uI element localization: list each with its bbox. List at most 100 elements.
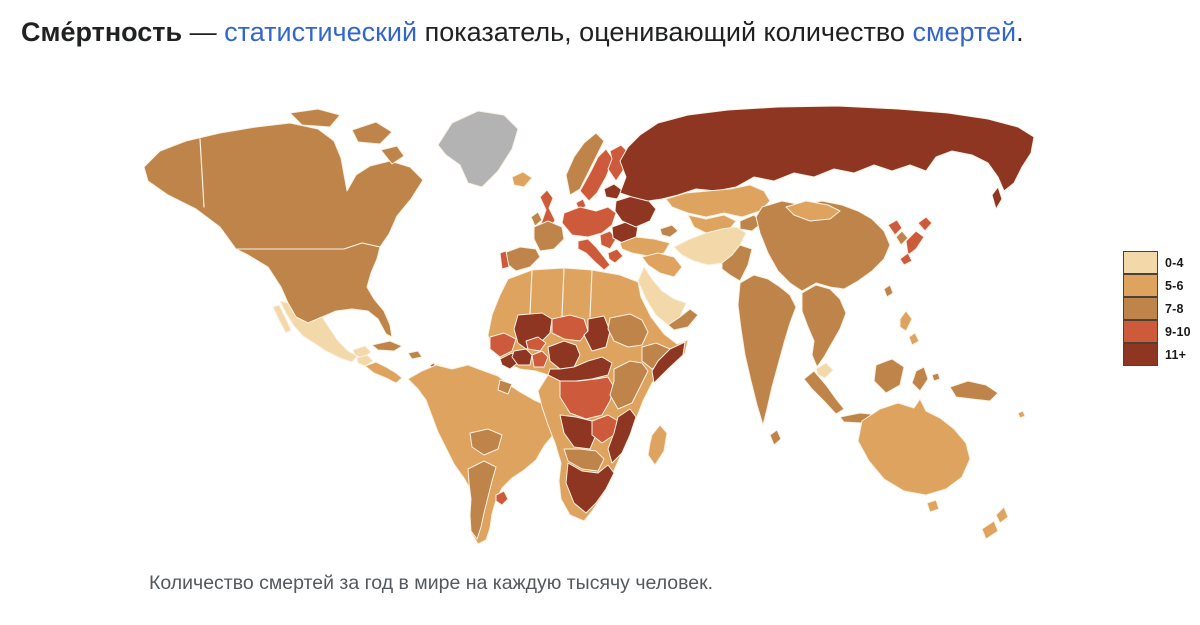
tasmania [926, 499, 940, 513]
guatemala [356, 354, 374, 367]
period: . [1016, 17, 1024, 47]
greece [607, 248, 624, 264]
nigeria [547, 340, 581, 370]
central-europe [561, 206, 617, 238]
choropleth-svg [143, 105, 1035, 545]
legend-item: 9-10 [1123, 319, 1191, 343]
madagascar [647, 424, 668, 466]
sudan [607, 313, 649, 348]
legend-swatch-11plus [1123, 342, 1158, 366]
bolivia [469, 428, 503, 456]
canada-arctic-islands [351, 121, 393, 145]
sri-lanka [769, 429, 782, 446]
sahara-border-libya-egypt [589, 269, 593, 318]
term-mortality: Сме́ртность [21, 17, 183, 47]
canada-arctic-islands [380, 145, 405, 165]
burkina-faso [525, 336, 547, 352]
taiwan [883, 284, 894, 298]
australia [857, 398, 971, 496]
hispaniola [407, 350, 423, 360]
japan-kyushu [899, 252, 913, 266]
russia [619, 105, 1035, 202]
philippines [908, 332, 920, 346]
legend-label-9-10: 9-10 [1165, 324, 1191, 339]
iceland [511, 171, 533, 188]
mozambique [607, 408, 637, 464]
united-kingdom [539, 189, 556, 230]
baja-california [272, 304, 292, 334]
sumatra [803, 370, 845, 415]
mongolia [785, 200, 841, 222]
pakistan [721, 244, 753, 282]
ireland [530, 211, 543, 227]
argentina [467, 460, 497, 540]
south-africa [565, 462, 615, 514]
sahara-border-algeria-libya [561, 267, 565, 317]
norway [565, 132, 605, 196]
japan-honshu [905, 230, 925, 256]
greenland [437, 110, 519, 188]
angola [559, 414, 597, 450]
central-america [364, 361, 403, 384]
definition-sentence: Сме́ртность — статистический показатель,… [21, 14, 1024, 50]
north-korea [887, 219, 903, 236]
canada-arctic-islands [289, 108, 341, 128]
south-korea [895, 230, 909, 246]
legend-item: 11+ [1123, 342, 1191, 366]
cameroon-central-african-republic [547, 356, 613, 382]
new-guinea [949, 380, 999, 402]
legend-item: 0-4 [1123, 250, 1191, 274]
usa [235, 242, 393, 338]
yemen-oman [667, 308, 699, 331]
india [737, 274, 797, 426]
legend-label-5-6: 5-6 [1165, 278, 1184, 293]
map-caption: Количество смертей за год в мире на кажд… [149, 572, 714, 594]
alaska-canada-border [199, 138, 205, 208]
ghana-benin [531, 350, 549, 368]
philippines [899, 310, 913, 332]
malaysia [815, 362, 834, 379]
borneo [873, 358, 905, 394]
senegal-guinea [489, 332, 517, 358]
somalia [651, 341, 686, 384]
sulawesi [911, 366, 929, 392]
syria-iraq [641, 252, 683, 278]
france [533, 220, 565, 252]
legend-swatch-9-10 [1123, 319, 1158, 343]
balkans [599, 230, 617, 250]
world-mortality-map [140, 103, 1110, 565]
link-deaths[interactable]: смертей [912, 17, 1017, 47]
map-legend: 0-4 5-6 7-8 9-10 11+ [1123, 250, 1191, 366]
italy [577, 238, 611, 271]
legend-swatch-0-4 [1123, 250, 1158, 274]
sahara-border-morocco-algeria [529, 269, 533, 315]
legend-label-7-8: 7-8 [1165, 301, 1184, 316]
fiji [1017, 410, 1026, 419]
chad [583, 315, 611, 352]
legend-swatch-7-8 [1123, 296, 1158, 320]
namibia-botswana [563, 448, 605, 472]
moluccas [931, 372, 941, 382]
dr-congo [559, 376, 615, 420]
spain [503, 246, 541, 272]
ivory-coast [511, 348, 533, 366]
link-statistical[interactable]: статистический [224, 17, 418, 47]
new-zealand-south-island [981, 520, 999, 540]
dash: — [182, 17, 225, 47]
legend-swatch-5-6 [1123, 273, 1158, 297]
portugal [499, 250, 510, 270]
china [755, 200, 891, 292]
indochina [801, 284, 847, 368]
turkey [619, 236, 671, 257]
legend-label-11plus: 11+ [1165, 347, 1187, 362]
uruguay [495, 490, 509, 506]
new-zealand-north-island [995, 506, 1009, 524]
japan-hokkaido [917, 216, 933, 232]
legend-item: 5-6 [1123, 273, 1191, 297]
cuba [371, 340, 403, 352]
mexico [279, 300, 358, 363]
sakhalin [991, 186, 1003, 210]
caucasus [659, 224, 679, 238]
legend-label-0-4: 0-4 [1165, 255, 1184, 270]
